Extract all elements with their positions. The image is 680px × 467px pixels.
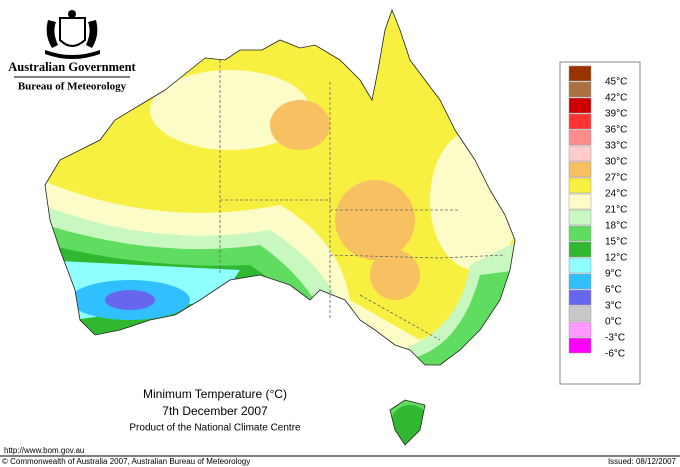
map-date: 7th December 2007 <box>162 404 268 418</box>
legend-swatch <box>568 321 592 338</box>
legend-label: 24°C <box>605 189 627 200</box>
legend-swatch <box>568 177 592 194</box>
legend-label: 42°C <box>605 93 627 104</box>
legend-label: 9°C <box>605 269 622 280</box>
legend-label: 15°C <box>605 237 627 248</box>
map-title: Minimum Temperature (°C) <box>143 387 287 401</box>
state-borders <box>219 60 506 341</box>
legend-swatch <box>568 289 592 306</box>
legend-swatch <box>568 225 592 242</box>
legend-swatch <box>568 65 592 82</box>
government-name: Australian Government <box>8 60 136 74</box>
url: http://www.bom.gov.au <box>4 446 84 455</box>
legend-swatch <box>568 129 592 146</box>
legend-label: 12°C <box>605 253 627 264</box>
legend-label: 18°C <box>605 221 627 232</box>
legend-swatch <box>568 81 592 98</box>
legend-swatch <box>568 97 592 114</box>
legend-label: 33°C <box>605 141 627 152</box>
legend-swatch <box>568 241 592 258</box>
legend-label: 21°C <box>605 205 627 216</box>
legend-swatch <box>568 337 592 354</box>
crest <box>45 10 100 59</box>
issued: Issued: 08/12/2007 <box>608 457 677 466</box>
legend-label: 36°C <box>605 125 627 136</box>
copyright: © Commonwealth of Australia 2007, Austra… <box>2 457 250 466</box>
legend-swatch <box>568 161 592 178</box>
legend-swatch <box>568 193 592 210</box>
legend-label: 39°C <box>605 109 627 120</box>
legend-label: 27°C <box>605 173 627 184</box>
legend-label: -3°C <box>605 333 625 344</box>
legend-swatch <box>568 113 592 130</box>
legend-label: 30°C <box>605 157 627 168</box>
legend-swatch <box>568 273 592 290</box>
legend-swatch <box>568 209 592 226</box>
legend-label: 6°C <box>605 285 622 296</box>
legend-label: -6°C <box>605 349 625 360</box>
legend-label: 0°C <box>605 317 622 328</box>
agency-name: Bureau of Meteorology <box>18 81 127 93</box>
legend-label: 3°C <box>605 301 622 312</box>
legend: 45°C 42°C 39°C 36°C 33°C 30°C 27°C 24°C 21°C 18°C… <box>559 61 641 385</box>
legend-swatch <box>568 145 592 162</box>
legend-swatch <box>568 257 592 274</box>
legend-label: 45°C <box>605 77 627 88</box>
map-product: Product of the National Climate Centre <box>129 423 301 434</box>
legend-swatch <box>568 305 592 322</box>
